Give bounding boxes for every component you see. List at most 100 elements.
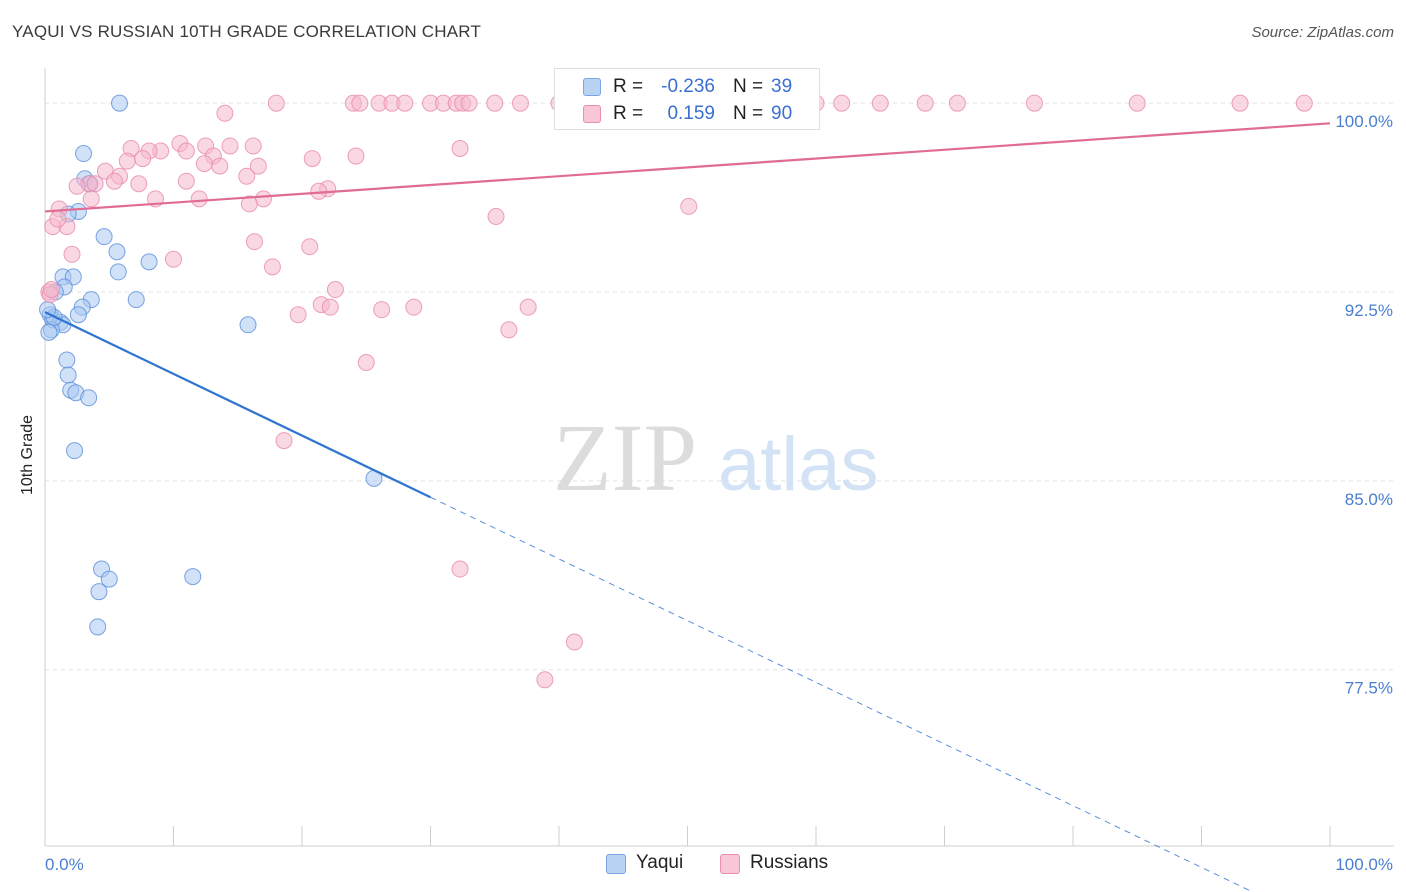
x-tick-label: 100.0% bbox=[1335, 855, 1393, 874]
russian-point bbox=[86, 175, 104, 193]
legend-row-russians: R = 0.159 N = 90 bbox=[555, 101, 819, 127]
russian-point bbox=[451, 140, 469, 158]
russian-trend-line bbox=[44, 122, 1331, 213]
yaqui-point bbox=[90, 583, 108, 601]
x-tick-label: 0.0% bbox=[45, 855, 84, 874]
series-swatch-russians bbox=[720, 854, 740, 874]
russian-point bbox=[240, 195, 258, 213]
y-tick-label: 92.5% bbox=[1345, 301, 1393, 320]
yaqui-point bbox=[111, 94, 129, 112]
yaqui-point bbox=[127, 291, 145, 309]
yaqui-point bbox=[75, 145, 93, 163]
yaqui-trend-line bbox=[44, 311, 431, 499]
y-tick-label: 77.5% bbox=[1345, 679, 1393, 698]
russian-point bbox=[351, 94, 369, 112]
russian-point bbox=[916, 94, 934, 112]
legend-n-label: N = bbox=[733, 103, 764, 124]
russian-point bbox=[190, 190, 208, 208]
yaqui-point bbox=[58, 351, 76, 369]
russian-point bbox=[238, 167, 256, 185]
yaqui-point bbox=[184, 568, 202, 586]
russian-point bbox=[195, 155, 213, 173]
yaqui-point bbox=[69, 306, 87, 324]
russian-point bbox=[500, 321, 518, 339]
y-tick-label: 100.0% bbox=[1335, 112, 1393, 131]
russian-point bbox=[275, 432, 293, 450]
trend-layer bbox=[44, 122, 1331, 892]
yaqui-point bbox=[40, 323, 58, 341]
russian-point bbox=[49, 210, 67, 228]
watermark-atlas: atlas bbox=[718, 422, 879, 507]
yaqui-point bbox=[59, 366, 77, 384]
yaqui-point bbox=[95, 228, 113, 246]
russian-point bbox=[1128, 94, 1146, 112]
legend-n-value: 39 bbox=[771, 76, 793, 97]
series-swatch-yaqui bbox=[606, 854, 626, 874]
yaqui-point bbox=[108, 243, 126, 261]
russian-point bbox=[245, 233, 263, 251]
russian-point bbox=[357, 354, 375, 372]
russian-point bbox=[405, 298, 423, 316]
russian-point bbox=[871, 94, 889, 112]
yaqui-point bbox=[66, 442, 84, 460]
series-legend: Yaqui Russians bbox=[0, 852, 1406, 878]
russian-point bbox=[165, 250, 182, 268]
tick-label-layer: 100.0% 92.5% 85.0% 77.5% 0.0% 100.0% bbox=[45, 112, 1393, 874]
russian-point bbox=[221, 137, 239, 155]
series-name-russians: Russians bbox=[750, 852, 829, 873]
grid-layer bbox=[45, 102, 1394, 671]
russian-point bbox=[267, 94, 285, 112]
russian-point bbox=[130, 175, 148, 193]
chart-source: Source: ZipAtlas.com bbox=[1251, 24, 1394, 41]
russian-point bbox=[249, 157, 267, 175]
yaqui-point bbox=[89, 618, 107, 636]
russian-point bbox=[82, 190, 100, 208]
russian-point bbox=[289, 306, 307, 324]
axis-layer bbox=[44, 68, 1394, 847]
points-layer bbox=[39, 94, 1313, 689]
russian-point bbox=[565, 633, 583, 651]
russian-point bbox=[486, 94, 504, 112]
legend-r-label: R = bbox=[613, 76, 644, 97]
russian-point bbox=[134, 150, 152, 168]
russian-point bbox=[373, 301, 391, 319]
legend-r-value: 0.159 bbox=[667, 103, 715, 124]
russian-point bbox=[211, 157, 229, 175]
russian-point bbox=[63, 245, 81, 263]
russian-point bbox=[833, 94, 851, 112]
russian-point bbox=[1231, 94, 1249, 112]
watermark-zip: ZIP bbox=[553, 404, 697, 511]
russian-point bbox=[460, 94, 478, 112]
y-tick-label: 85.0% bbox=[1345, 490, 1393, 509]
russian-point bbox=[68, 177, 86, 195]
russian-point bbox=[326, 281, 344, 299]
yaqui-point bbox=[80, 389, 98, 407]
chart-title: YAQUI VS RUSSIAN 10TH GRADE CORRELATION … bbox=[12, 22, 482, 41]
russian-point bbox=[254, 190, 272, 208]
russian-point bbox=[244, 137, 262, 155]
russian-point bbox=[321, 298, 339, 316]
legend-row-yaqui: R = -0.236 N = 39 bbox=[555, 74, 819, 100]
russian-point bbox=[177, 172, 195, 190]
russian-point bbox=[487, 207, 505, 225]
russian-point bbox=[396, 94, 414, 112]
yaqui-point bbox=[109, 263, 127, 281]
russian-point bbox=[680, 197, 698, 215]
legend-n-label: N = bbox=[733, 76, 764, 97]
russian-point bbox=[301, 238, 319, 256]
series-name-yaqui: Yaqui bbox=[636, 852, 684, 873]
legend-swatch-yaqui bbox=[583, 78, 601, 96]
legend-swatch-russians bbox=[583, 105, 601, 123]
yaqui-point bbox=[100, 570, 118, 588]
legend-r-value: -0.236 bbox=[661, 76, 715, 97]
russian-point bbox=[948, 94, 966, 112]
russian-point bbox=[519, 298, 537, 316]
correlation-legend: R = -0.236 N = 39 R = 0.159 N = 90 bbox=[554, 68, 820, 130]
legend-n-value: 90 bbox=[771, 103, 793, 124]
russian-point bbox=[511, 94, 529, 112]
yaqui-trend-extension bbox=[430, 496, 1254, 892]
russian-point bbox=[105, 172, 123, 190]
russian-point bbox=[303, 150, 321, 168]
russian-point bbox=[347, 147, 365, 165]
